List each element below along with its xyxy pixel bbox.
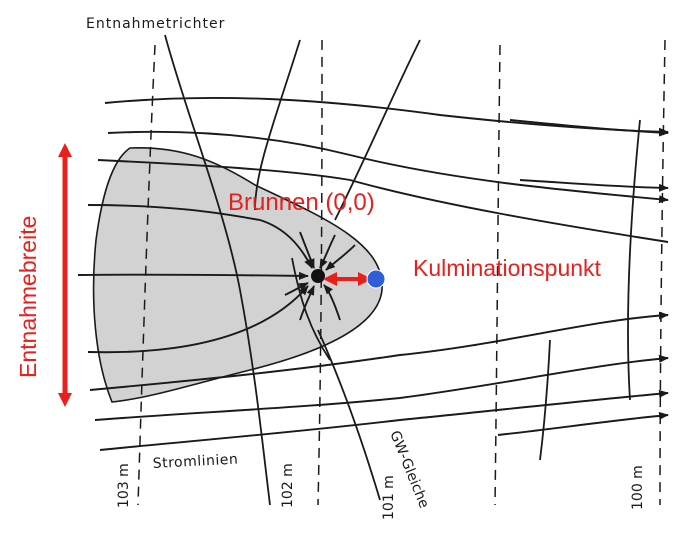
capture-width-label: Entnahmebreite [15,216,41,378]
contour-line-6 [627,119,641,401]
well-marker [311,269,325,283]
streamline-12 [497,411,669,436]
contour-line-1 [164,34,271,506]
dashed-guide-lines [137,39,666,506]
contour-line-3 [334,39,421,221]
streamline-15 [299,231,315,269]
contour-line-5 [539,339,551,461]
streamline-7 [89,311,669,391]
culmination-point-marker [366,269,386,289]
streamlines [77,96,669,451]
streamline-10 [509,119,669,137]
contour-line-2 [254,39,301,211]
streamline-5 [77,271,309,280]
streamline-2 [107,130,669,204]
streamline-6 [87,285,309,354]
streamline-4 [87,204,313,269]
streamline-16 [323,284,341,321]
streamline-14 [325,244,356,271]
well-label: Brunnen (0,0) [228,189,375,216]
streamline-8 [94,354,669,421]
capture-zone-label: Entnahmetrichter [86,16,225,32]
contour-line-4 [317,329,381,501]
contour-line-7 [291,257,331,361]
contour-label-100m: 100 m [630,465,646,510]
contour-label-101m: 101 m [381,475,397,520]
streamline-11 [519,179,669,192]
streamline-17 [299,285,315,321]
streamline-9 [99,389,669,451]
contour-label-103m: 103 m [116,463,132,508]
streamlines-label: Stromlinien [152,452,238,472]
contour-label-102m: 102 m [280,463,296,508]
streamline-13 [319,234,336,269]
streamline-3 [97,159,669,243]
streamline-18 [284,282,309,296]
culmination-point-label: Kulminationspunkt [413,255,602,281]
